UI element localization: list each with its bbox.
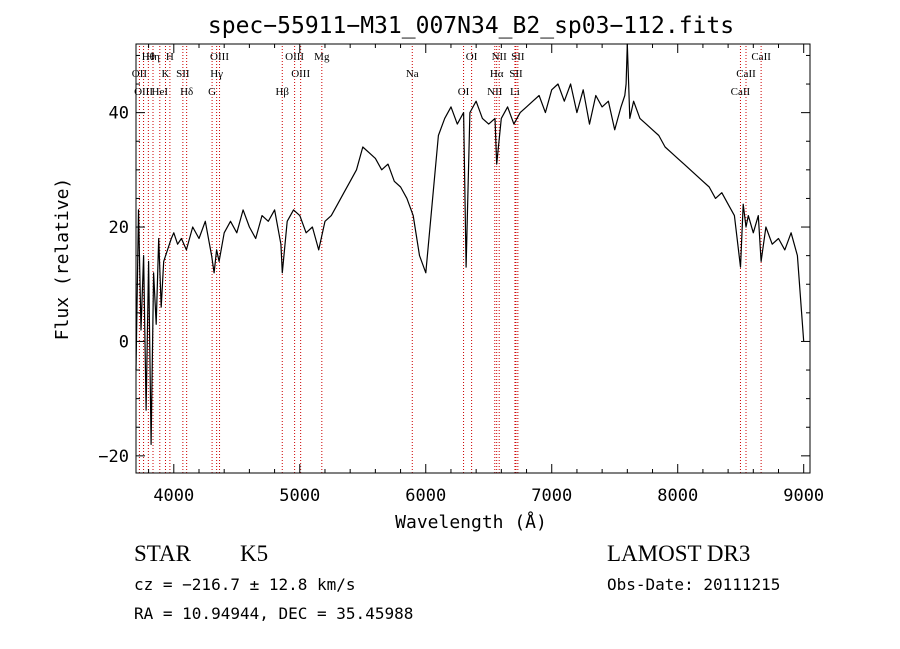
x-axis-label: Wavelength (Å) [395, 511, 547, 533]
x-tick-label: 6000 [405, 486, 446, 506]
line-marker-label: CaII [731, 86, 751, 98]
y-axis: −20 0 20 40 [98, 54, 810, 467]
line-marker-label: SII [176, 68, 190, 80]
plot-frame [135, 43, 811, 474]
y-tick-label: 0 [119, 332, 129, 352]
line-marker-label: SII [511, 51, 525, 63]
x-tick-label: 5000 [279, 486, 320, 506]
object-subclass: K5 [240, 541, 268, 566]
line-marker-label: NII [492, 51, 508, 63]
line-marker-label: OIII [291, 68, 310, 80]
line-marker-label: K [162, 68, 170, 80]
line-marker-label: OIII [134, 86, 153, 98]
line-marker-label: Hγ [210, 68, 223, 80]
coordinates: RA = 10.94944, DEC = 35.45988 [134, 604, 413, 623]
y-tick-label: 20 [109, 218, 129, 238]
x-tick-label: 8000 [657, 486, 698, 506]
line-marker-label: Hα [490, 68, 504, 80]
y-tick-label: 40 [109, 104, 129, 124]
line-marker-label-group: HθOIIOIIIHηKHeIHSIIHδOIIIHγGOIIIOIIIHβMg… [132, 51, 771, 98]
line-marker-label: Na [406, 68, 419, 80]
x-axis: 4000 5000 6000 7000 8000 9000 [148, 44, 824, 506]
line-marker-label: Hθ [142, 51, 155, 63]
line-marker-label: Hδ [180, 86, 193, 98]
line-marker-label: Hη [146, 51, 160, 63]
line-marker-group [138, 46, 762, 473]
y-tick-label: −20 [98, 447, 129, 467]
x-tick-label: 9000 [783, 486, 824, 506]
line-marker-label: H [166, 51, 174, 63]
y-axis-label: Flux (relative) [52, 178, 73, 341]
spectrum-line [135, 43, 805, 445]
x-tick-label: 7000 [531, 486, 572, 506]
line-marker-label: Li [510, 86, 520, 98]
survey-name: LAMOST DR3 [607, 541, 750, 566]
observation-date: Obs-Date: 20111215 [607, 575, 780, 594]
line-marker-label: Mg [314, 51, 330, 63]
line-marker-label: OI [458, 86, 470, 98]
line-marker-label: CaII [736, 68, 756, 80]
redshift-velocity: cz = −216.7 ± 12.8 km/s [134, 575, 356, 594]
line-marker-label: NII [487, 86, 503, 98]
line-marker-label: Hβ [275, 86, 289, 98]
line-marker-label: OIII [210, 51, 229, 63]
line-marker-label: OII [132, 68, 148, 80]
object-class: STAR [134, 541, 192, 566]
line-marker-label: HeI [152, 86, 169, 98]
chart-title: spec−55911−M31_007N34_B2_sp03−112.fits [208, 13, 734, 39]
line-marker-label: OI [466, 51, 478, 63]
line-marker-label: SII [509, 68, 523, 80]
line-marker-label: CaII [751, 51, 771, 63]
x-tick-label: 4000 [153, 486, 194, 506]
line-marker-label: OIII [285, 51, 304, 63]
line-marker-label: G [208, 86, 216, 98]
